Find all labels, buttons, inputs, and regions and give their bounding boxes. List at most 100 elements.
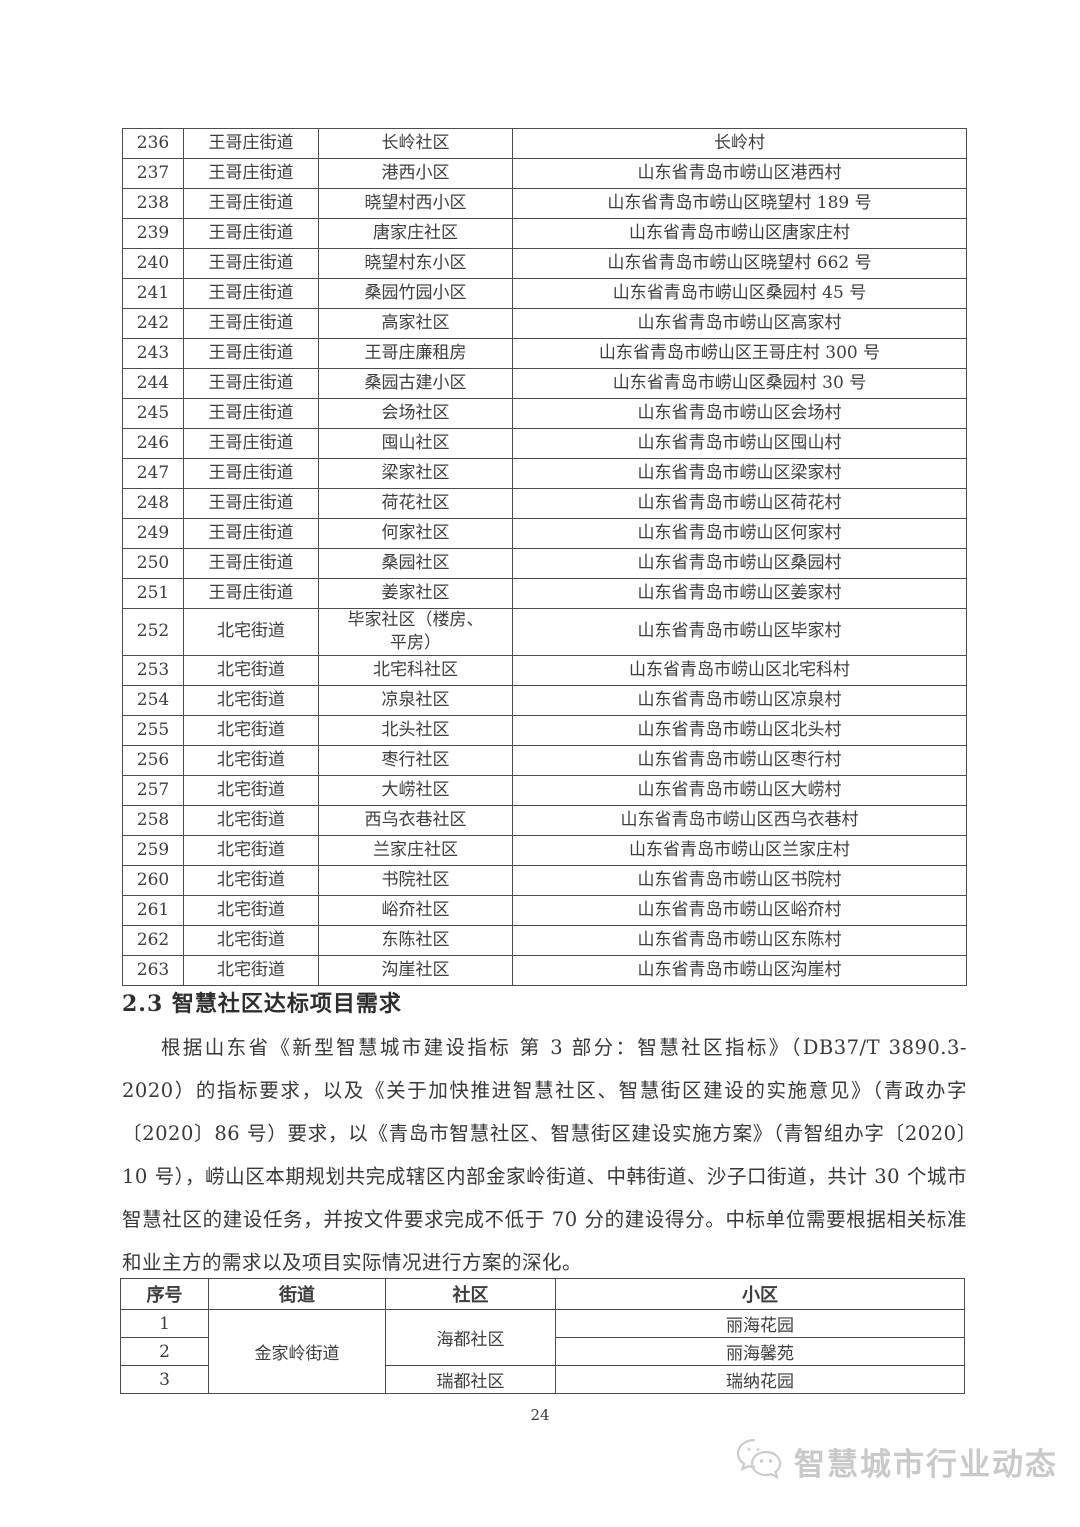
cell-street: 王哥庄街道 <box>183 458 319 489</box>
cell-no: 261 <box>122 894 184 926</box>
cell-address: 山东省青岛市崂山区港西村 <box>512 158 967 189</box>
cell-community: 王哥庄廉租房 <box>318 338 513 369</box>
cell-street: 北宅街道 <box>183 774 319 806</box>
cell-no: 259 <box>122 834 184 866</box>
table-row: 255 北宅街道 北头社区 山东省青岛市崂山区北头村 <box>122 714 967 746</box>
cell-no: 244 <box>122 368 184 399</box>
cell-address: 山东省青岛市崂山区王哥庄村 300 号 <box>512 338 967 369</box>
cell-street: 王哥庄街道 <box>183 218 319 249</box>
table-row: 260 北宅街道 书院社区 山东省青岛市崂山区书院村 <box>122 864 967 896</box>
cell-community: 唐家庄社区 <box>318 218 513 249</box>
cell-address: 山东省青岛市崂山区北宅科村 <box>512 654 967 686</box>
footer-brand-text: 智慧城市行业动态 <box>794 1446 1058 1483</box>
table-row: 257 北宅街道 大崂社区 山东省青岛市崂山区大崂村 <box>122 774 967 806</box>
table-row: 250 王哥庄街道 桑园社区 山东省青岛市崂山区桑园村 <box>122 548 967 579</box>
cell-street: 王哥庄街道 <box>183 518 319 549</box>
page-number: 24 <box>530 1406 550 1424</box>
cell-street: 北宅街道 <box>183 744 319 776</box>
cell-street: 北宅街道 <box>183 654 319 686</box>
cell-street: 金家岭街道 <box>208 1309 386 1394</box>
table-row: 246 王哥庄街道 囤山社区 山东省青岛市崂山区囤山村 <box>122 428 967 459</box>
table-row: 249 王哥庄街道 何家社区 山东省青岛市崂山区何家村 <box>122 518 967 549</box>
table-row: 256 北宅街道 枣行社区 山东省青岛市崂山区枣行村 <box>122 744 967 776</box>
table-row: 251 王哥庄街道 姜家社区 山东省青岛市崂山区姜家村 <box>122 578 967 609</box>
cell-street: 北宅街道 <box>183 924 319 956</box>
cell-street: 王哥庄街道 <box>183 248 319 279</box>
cell-community: 沟崖社区 <box>318 954 513 986</box>
cell-no: 258 <box>122 804 184 836</box>
table-row: 243 王哥庄街道 王哥庄廉租房 山东省青岛市崂山区王哥庄村 300 号 <box>122 338 967 369</box>
cell-no: 245 <box>122 398 184 429</box>
cell-street: 王哥庄街道 <box>183 308 319 339</box>
requirement-table: 序号 街道 社区 小区 1 金家岭街道 海都社区 丽海花园 2 丽海馨苑 3 瑞都社区 瑞纳花园 <box>120 1278 965 1394</box>
table-row: 262 北宅街道 东陈社区 山东省青岛市崂山区东陈村 <box>122 924 967 956</box>
table-row: 259 北宅街道 兰家庄社区 山东省青岛市崂山区兰家庄村 <box>122 834 967 866</box>
cell-no: 239 <box>122 218 184 249</box>
cell-community: 晓望村东小区 <box>318 248 513 279</box>
table-row: 247 王哥庄街道 梁家社区 山东省青岛市崂山区梁家村 <box>122 458 967 489</box>
cell-address: 山东省青岛市崂山区峪夼村 <box>512 894 967 926</box>
footer-brand: 智慧城市行业动态 <box>734 1436 1058 1486</box>
cell-no: 255 <box>122 714 184 746</box>
cell-address: 山东省青岛市崂山区荷花村 <box>512 488 967 519</box>
cell-address: 山东省青岛市崂山区唐家庄村 <box>512 218 967 249</box>
cell-street: 王哥庄街道 <box>183 128 319 159</box>
column-header-estate: 小区 <box>555 1278 965 1310</box>
cell-no: 249 <box>122 518 184 549</box>
cell-street: 王哥庄街道 <box>183 368 319 399</box>
table-row: 240 王哥庄街道 晓望村东小区 山东省青岛市崂山区晓望村 662 号 <box>122 248 967 279</box>
column-header-no: 序号 <box>120 1278 209 1310</box>
cell-address: 山东省青岛市崂山区西乌衣巷村 <box>512 804 967 836</box>
cell-street: 王哥庄街道 <box>183 158 319 189</box>
cell-street: 王哥庄街道 <box>183 488 319 519</box>
column-header-community: 社区 <box>385 1278 556 1310</box>
community-table-body: 236 王哥庄街道 长岭社区 长岭村 237 王哥庄街道 港西小区 山东省青岛市崂山区港西村 2… <box>122 128 967 986</box>
table-row: 245 王哥庄街道 会场社区 山东省青岛市崂山区会场村 <box>122 398 967 429</box>
cell-no: 250 <box>122 548 184 579</box>
cell-street: 王哥庄街道 <box>183 578 319 609</box>
cell-address: 山东省青岛市崂山区晓望村 662 号 <box>512 248 967 279</box>
table-row: 239 王哥庄街道 唐家庄社区 山东省青岛市崂山区唐家庄村 <box>122 218 967 249</box>
requirement-table-header-row: 序号 街道 社区 小区 <box>120 1278 965 1310</box>
cell-street: 王哥庄街道 <box>183 188 319 219</box>
table-row: 238 王哥庄街道 晓望村西小区 山东省青岛市崂山区晓望村 189 号 <box>122 188 967 219</box>
cell-community: 毕家社区（楼房、 平房） <box>318 608 513 656</box>
cell-address: 山东省青岛市崂山区囤山村 <box>512 428 967 459</box>
table-row: 258 北宅街道 西乌衣巷社区 山东省青岛市崂山区西乌衣巷村 <box>122 804 967 836</box>
cell-community: 东陈社区 <box>318 924 513 956</box>
requirement-table-body: 1 金家岭街道 海都社区 丽海花园 2 丽海馨苑 3 瑞都社区 瑞纳花园 <box>120 1309 965 1394</box>
cell-community: 西乌衣巷社区 <box>318 804 513 836</box>
cell-no: 257 <box>122 774 184 806</box>
cell-address: 山东省青岛市崂山区书院村 <box>512 864 967 896</box>
cell-address: 山东省青岛市崂山区桑园村 30 号 <box>512 368 967 399</box>
cell-street: 北宅街道 <box>183 834 319 866</box>
cell-community: 枣行社区 <box>318 744 513 776</box>
cell-address: 长岭村 <box>512 128 967 159</box>
cell-estate: 瑞纳花园 <box>555 1365 965 1394</box>
cell-no: 236 <box>122 128 184 159</box>
cell-street: 北宅街道 <box>183 864 319 896</box>
table-row: 237 王哥庄街道 港西小区 山东省青岛市崂山区港西村 <box>122 158 967 189</box>
cell-no: 253 <box>122 654 184 686</box>
cell-community: 港西小区 <box>318 158 513 189</box>
cell-address: 山东省青岛市崂山区桑园村 45 号 <box>512 278 967 309</box>
column-header-street: 街道 <box>208 1278 386 1310</box>
community-address-table: 236 王哥庄街道 长岭社区 长岭村 237 王哥庄街道 港西小区 山东省青岛市崂山区港西村 2… <box>122 128 967 986</box>
cell-address: 山东省青岛市崂山区大崂村 <box>512 774 967 806</box>
cell-no: 1 <box>120 1309 209 1338</box>
table-row: 236 王哥庄街道 长岭社区 长岭村 <box>122 128 967 159</box>
cell-community: 峪夼社区 <box>318 894 513 926</box>
cell-estate: 丽海馨苑 <box>555 1337 965 1366</box>
cell-no: 252 <box>122 608 184 656</box>
section-heading: 2.3 智慧社区达标项目需求 <box>122 991 402 1017</box>
cell-street: 王哥庄街道 <box>183 278 319 309</box>
cell-community: 桑园古建小区 <box>318 368 513 399</box>
cell-no: 248 <box>122 488 184 519</box>
cell-street: 北宅街道 <box>183 684 319 716</box>
cell-no: 243 <box>122 338 184 369</box>
cell-community: 海都社区 <box>385 1309 556 1366</box>
cell-community: 荷花社区 <box>318 488 513 519</box>
table-row: 248 王哥庄街道 荷花社区 山东省青岛市崂山区荷花村 <box>122 488 967 519</box>
cell-no: 251 <box>122 578 184 609</box>
cell-community: 兰家庄社区 <box>318 834 513 866</box>
